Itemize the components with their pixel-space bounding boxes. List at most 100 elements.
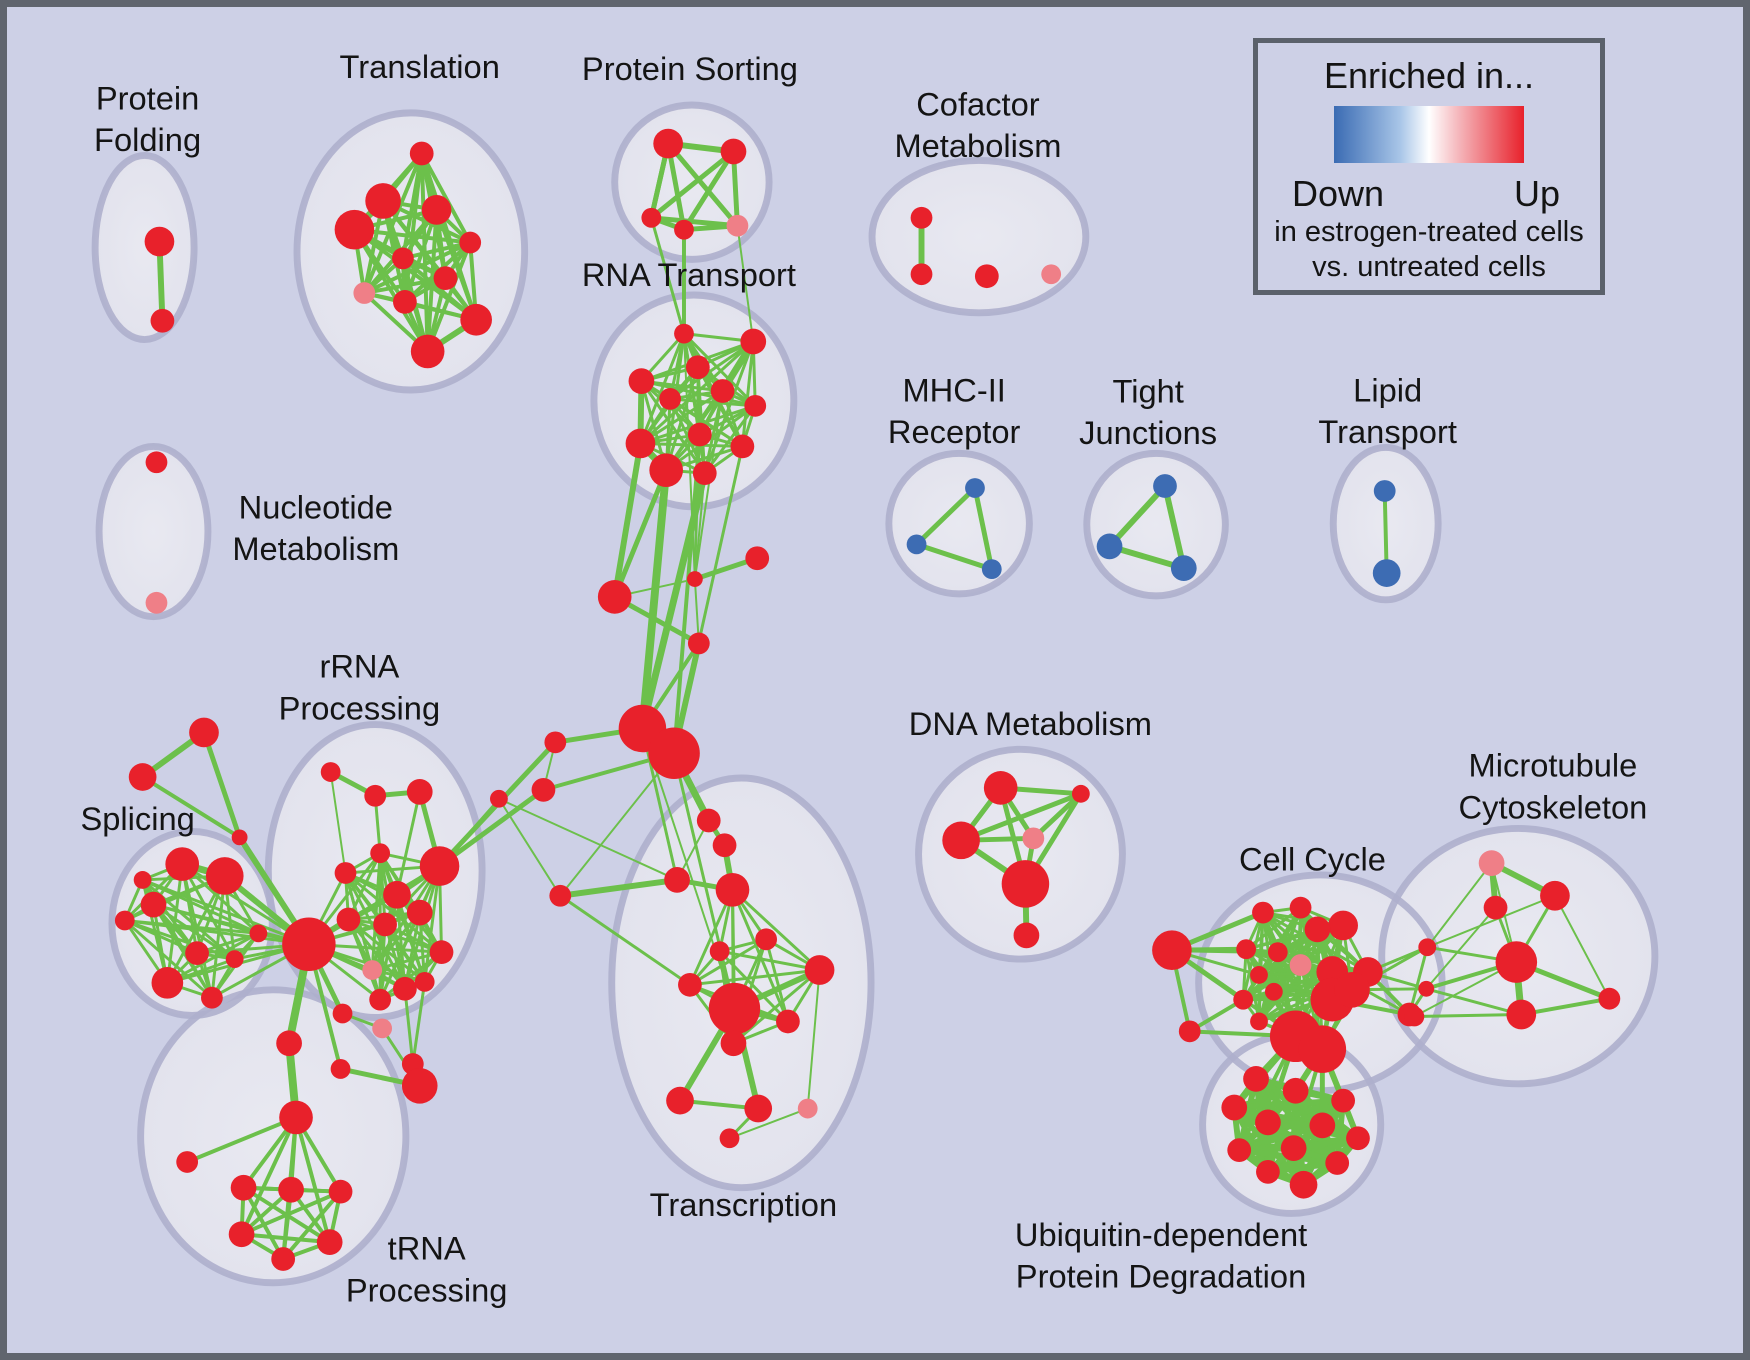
node <box>231 829 248 846</box>
node <box>362 960 383 980</box>
node <box>490 789 508 808</box>
edge <box>165 931 260 985</box>
node <box>201 986 223 1009</box>
edge <box>378 893 399 1002</box>
edge <box>201 729 243 840</box>
node <box>401 1067 438 1104</box>
node <box>648 727 700 779</box>
edge <box>693 472 706 581</box>
node <box>597 580 632 614</box>
node <box>708 982 761 1035</box>
node <box>1404 1006 1425 1027</box>
edge <box>718 949 790 1023</box>
node <box>674 219 694 240</box>
edge <box>558 894 692 987</box>
node <box>369 988 392 1011</box>
node <box>334 862 357 884</box>
node <box>336 907 361 932</box>
edge <box>352 227 430 354</box>
node <box>328 1179 353 1204</box>
node <box>1252 901 1274 924</box>
cluster-label-rna-transport: RNA Transport <box>582 256 796 293</box>
node <box>459 231 482 254</box>
node <box>1236 939 1257 960</box>
edge <box>972 485 995 572</box>
cluster-label-mhc-ii-receptor: MHC-II <box>902 372 1005 409</box>
cluster-label-ubiquitin-degradation: Ubiquitin-dependent <box>1015 1216 1307 1253</box>
node <box>1041 264 1062 285</box>
edge <box>437 787 546 869</box>
node <box>1250 966 1268 984</box>
edge <box>239 1115 299 1237</box>
node <box>1013 922 1040 949</box>
node <box>1227 1138 1252 1162</box>
node <box>740 328 767 355</box>
edge <box>665 141 740 229</box>
node <box>1334 971 1370 1008</box>
node <box>549 884 572 907</box>
node <box>709 941 730 962</box>
node <box>666 1086 694 1115</box>
edge <box>403 987 415 1066</box>
cluster-outline-tight-junctions <box>1083 449 1229 600</box>
node <box>414 971 435 992</box>
legend-up-label: Up <box>1513 173 1560 214</box>
edge <box>395 790 422 897</box>
node <box>1289 1170 1318 1199</box>
edge <box>638 466 671 733</box>
edge <box>682 332 696 581</box>
node <box>1282 1077 1309 1104</box>
node <box>1540 880 1570 911</box>
node <box>730 434 755 459</box>
node <box>1331 1088 1356 1113</box>
node <box>687 422 712 447</box>
node <box>649 453 683 488</box>
node <box>278 1176 304 1203</box>
cluster-label-tight-junctions: Tight <box>1112 373 1183 410</box>
node <box>406 778 433 805</box>
edge <box>612 467 669 600</box>
node <box>776 1009 800 1034</box>
edge <box>1106 543 1187 572</box>
edge <box>141 878 311 946</box>
cluster-label-nucleotide-metabolism: Nucleotide <box>239 488 393 525</box>
node <box>910 206 933 229</box>
edge <box>1553 894 1611 1000</box>
edge <box>1424 987 1523 1017</box>
edge <box>718 949 822 972</box>
node <box>364 784 387 807</box>
node <box>712 833 737 858</box>
edge <box>362 276 448 296</box>
node <box>910 263 933 286</box>
node <box>744 394 767 417</box>
node <box>1001 860 1050 908</box>
node <box>1233 989 1254 1010</box>
node <box>189 717 219 748</box>
edge <box>693 390 724 581</box>
edge <box>638 441 744 448</box>
edge <box>1241 963 1303 1002</box>
node <box>1373 480 1396 502</box>
node <box>1478 850 1505 876</box>
edge <box>411 980 427 1066</box>
edge <box>400 240 473 261</box>
cluster-label-transcription: Transcription <box>650 1186 838 1223</box>
node <box>144 226 175 257</box>
node <box>151 967 184 999</box>
node <box>745 546 770 571</box>
cluster-label-protein-folding: Folding <box>94 121 201 158</box>
edge <box>123 919 214 1000</box>
node <box>433 266 458 291</box>
node <box>1071 784 1090 803</box>
node <box>460 303 492 336</box>
edge <box>1106 483 1168 550</box>
edge <box>728 1107 809 1140</box>
node <box>659 388 682 410</box>
node <box>205 857 244 895</box>
cluster-mhc-ii-receptor <box>888 453 1030 594</box>
edge <box>140 775 242 840</box>
node <box>316 1229 343 1256</box>
node <box>373 912 397 937</box>
node <box>276 1030 302 1057</box>
edge <box>239 1189 343 1237</box>
